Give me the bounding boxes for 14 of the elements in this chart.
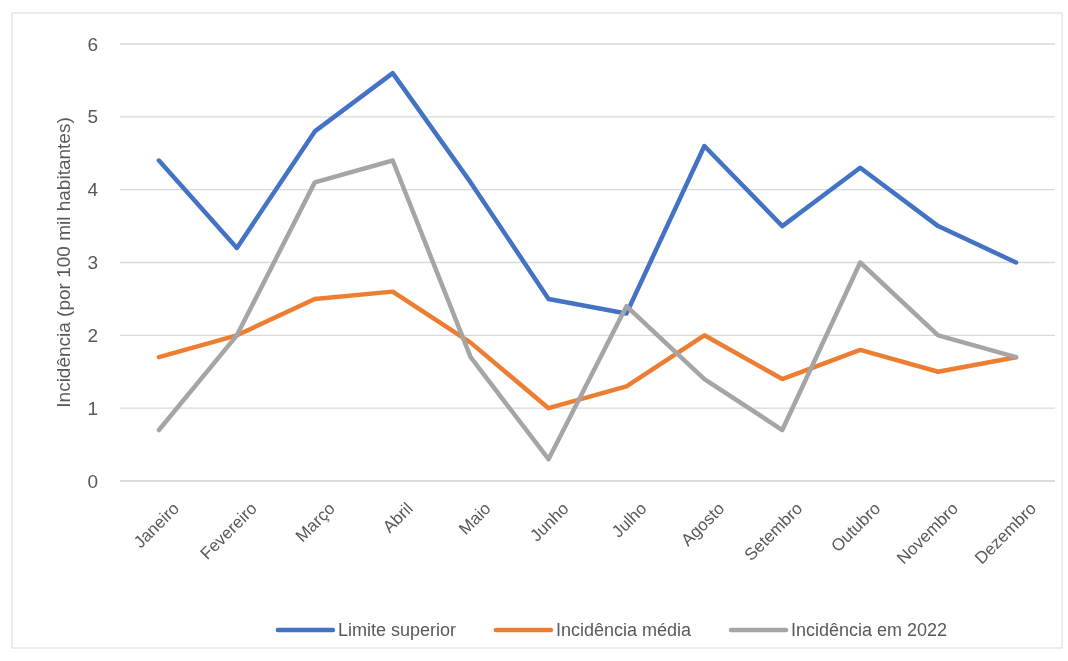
- y-tick-label: 6: [87, 33, 98, 55]
- line-series: [156, 158, 1019, 462]
- y-axis-title: Incidência (por 100 mil habitantes): [53, 117, 74, 408]
- y-tick-label: 3: [87, 252, 98, 274]
- legend-label: Limite superior: [337, 620, 456, 640]
- line-series: [156, 289, 1019, 411]
- y-tick-label: 4: [87, 179, 99, 201]
- legend-label: Incidência em 2022: [791, 620, 948, 640]
- y-tick-label: 0: [87, 470, 98, 492]
- line-series: [156, 70, 1019, 316]
- y-tick-label: 1: [87, 397, 98, 419]
- y-tick-label: 5: [87, 106, 98, 128]
- y-tick-label: 2: [87, 324, 98, 346]
- legend-label: Incidência média: [555, 620, 692, 640]
